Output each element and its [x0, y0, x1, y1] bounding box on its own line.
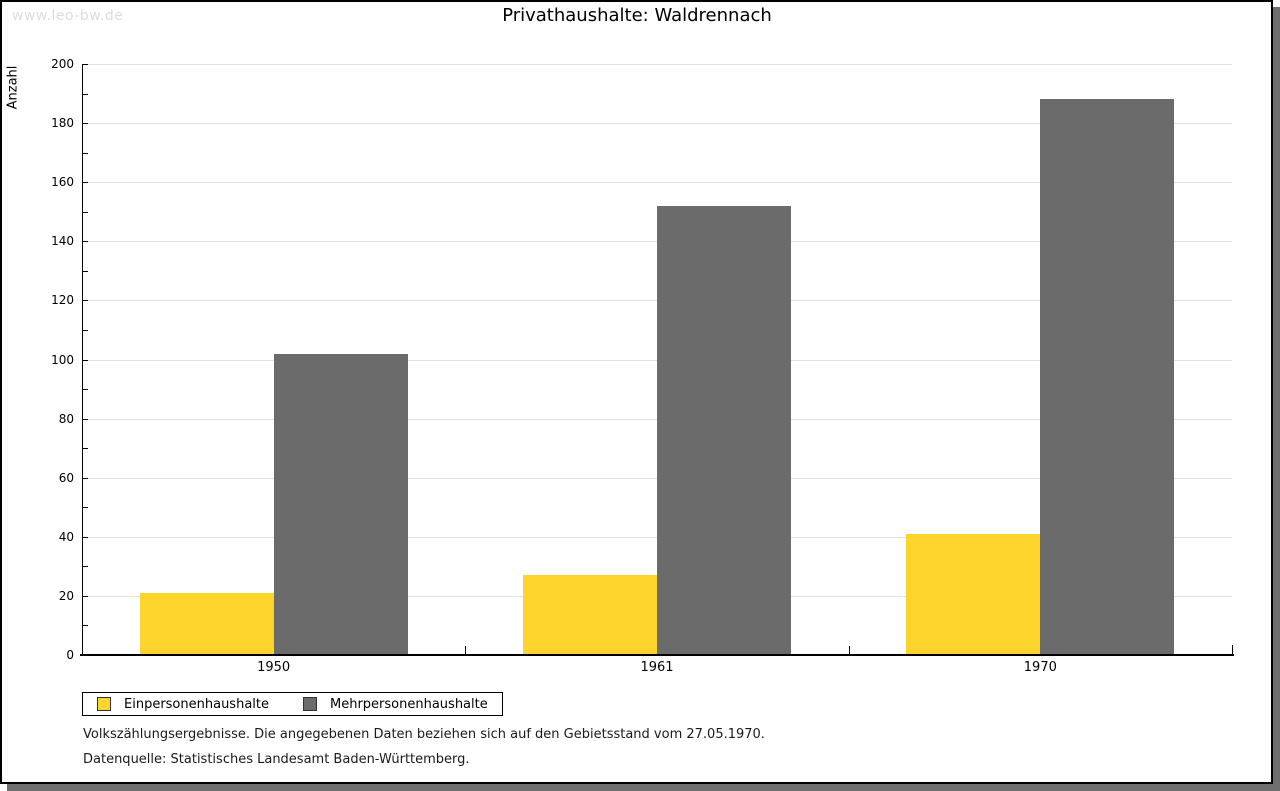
gridline: [82, 123, 1232, 125]
y-axis-tick: [83, 241, 88, 243]
legend-label: Einpersonenhaushalte: [124, 696, 269, 712]
bar-einpersonenhaushalte-1970: [906, 533, 1041, 655]
gridline: [82, 182, 1232, 184]
bar-einpersonenhaushalte-1950: [139, 592, 274, 655]
x-axis-separator-tick: [465, 646, 467, 655]
y-tick-label: 100: [51, 352, 74, 367]
chart-title: Privathaushalte: Waldrennach: [502, 5, 772, 26]
footnote-source-note: Volkszählungsergebnisse. Die angegebenen…: [83, 727, 765, 742]
y-axis-tick: [83, 655, 88, 656]
x-axis-separator-tick: [848, 646, 850, 655]
plot-area: 1950 1961 1970 0 20 40 60 80 100 120 140 160 180 200: [2, 2, 1272, 782]
bar-einpersonenhaushalte-1961: [523, 575, 657, 655]
y-axis-tick: [83, 625, 88, 627]
y-axis-tick: [83, 359, 88, 361]
legend-swatch-icon: [303, 697, 317, 711]
y-tick-label: 120: [51, 293, 74, 308]
legend-item-mehrpersonenhaushalte: Mehrpersonenhaushalte: [303, 697, 488, 712]
y-axis-tick: [83, 182, 88, 184]
x-category-label: 1950: [257, 660, 291, 675]
bar-mehrpersonenhaushalte-1970: [1040, 99, 1175, 655]
y-tick-label: 160: [51, 175, 74, 190]
legend: Einpersonenhaushalte Mehrpersonenhaushalt…: [82, 692, 503, 716]
y-tick-label: 60: [58, 470, 74, 485]
y-axis-tick: [83, 477, 88, 479]
y-axis-tick: [83, 566, 88, 568]
x-category-label: 1970: [1023, 660, 1057, 675]
x-category-label: 1961: [640, 660, 674, 675]
y-axis-tick: [83, 329, 88, 331]
y-axis-tick: [83, 300, 88, 302]
y-axis-tick: [83, 418, 88, 420]
y-tick-label: 40: [58, 529, 74, 544]
footnote-data-source: Datenquelle: Statistisches Landesamt Bad…: [83, 752, 470, 767]
y-axis-line: [82, 64, 83, 655]
y-tick-label: 140: [51, 234, 74, 249]
watermark: www.leo-bw.de: [12, 8, 124, 24]
y-tick-label: 180: [51, 116, 74, 131]
y-axis-tick: [83, 93, 88, 95]
y-axis-tick: [83, 211, 88, 213]
y-tick-label: 200: [51, 57, 74, 71]
y-axis-tick: [83, 536, 88, 538]
bar-mehrpersonenhaushalte-1961: [657, 205, 791, 655]
y-tick-label: 0: [66, 648, 74, 662]
y-tick-label: 20: [58, 588, 74, 603]
gridline: [82, 64, 1232, 65]
y-axis-tick: [83, 389, 88, 391]
x-axis-line: [80, 654, 1234, 656]
bar-mehrpersonenhaushalte-1950: [273, 353, 408, 655]
x-axis-end-tick: [1232, 645, 1233, 655]
y-axis-tick: [83, 64, 88, 65]
y-axis-tick: [83, 152, 88, 154]
y-axis-tick: [83, 595, 88, 597]
y-axis-tick: [83, 270, 88, 272]
y-tick-label: 80: [58, 411, 74, 426]
y-axis-tick: [83, 507, 88, 509]
y-axis-tick: [83, 123, 88, 125]
y-axis-tick: [83, 448, 88, 450]
legend-label: Mehrpersonenhaushalte: [330, 696, 488, 712]
legend-item-einpersonenhaushalte: Einpersonenhaushalte: [97, 697, 269, 712]
legend-swatch-icon: [97, 697, 111, 711]
